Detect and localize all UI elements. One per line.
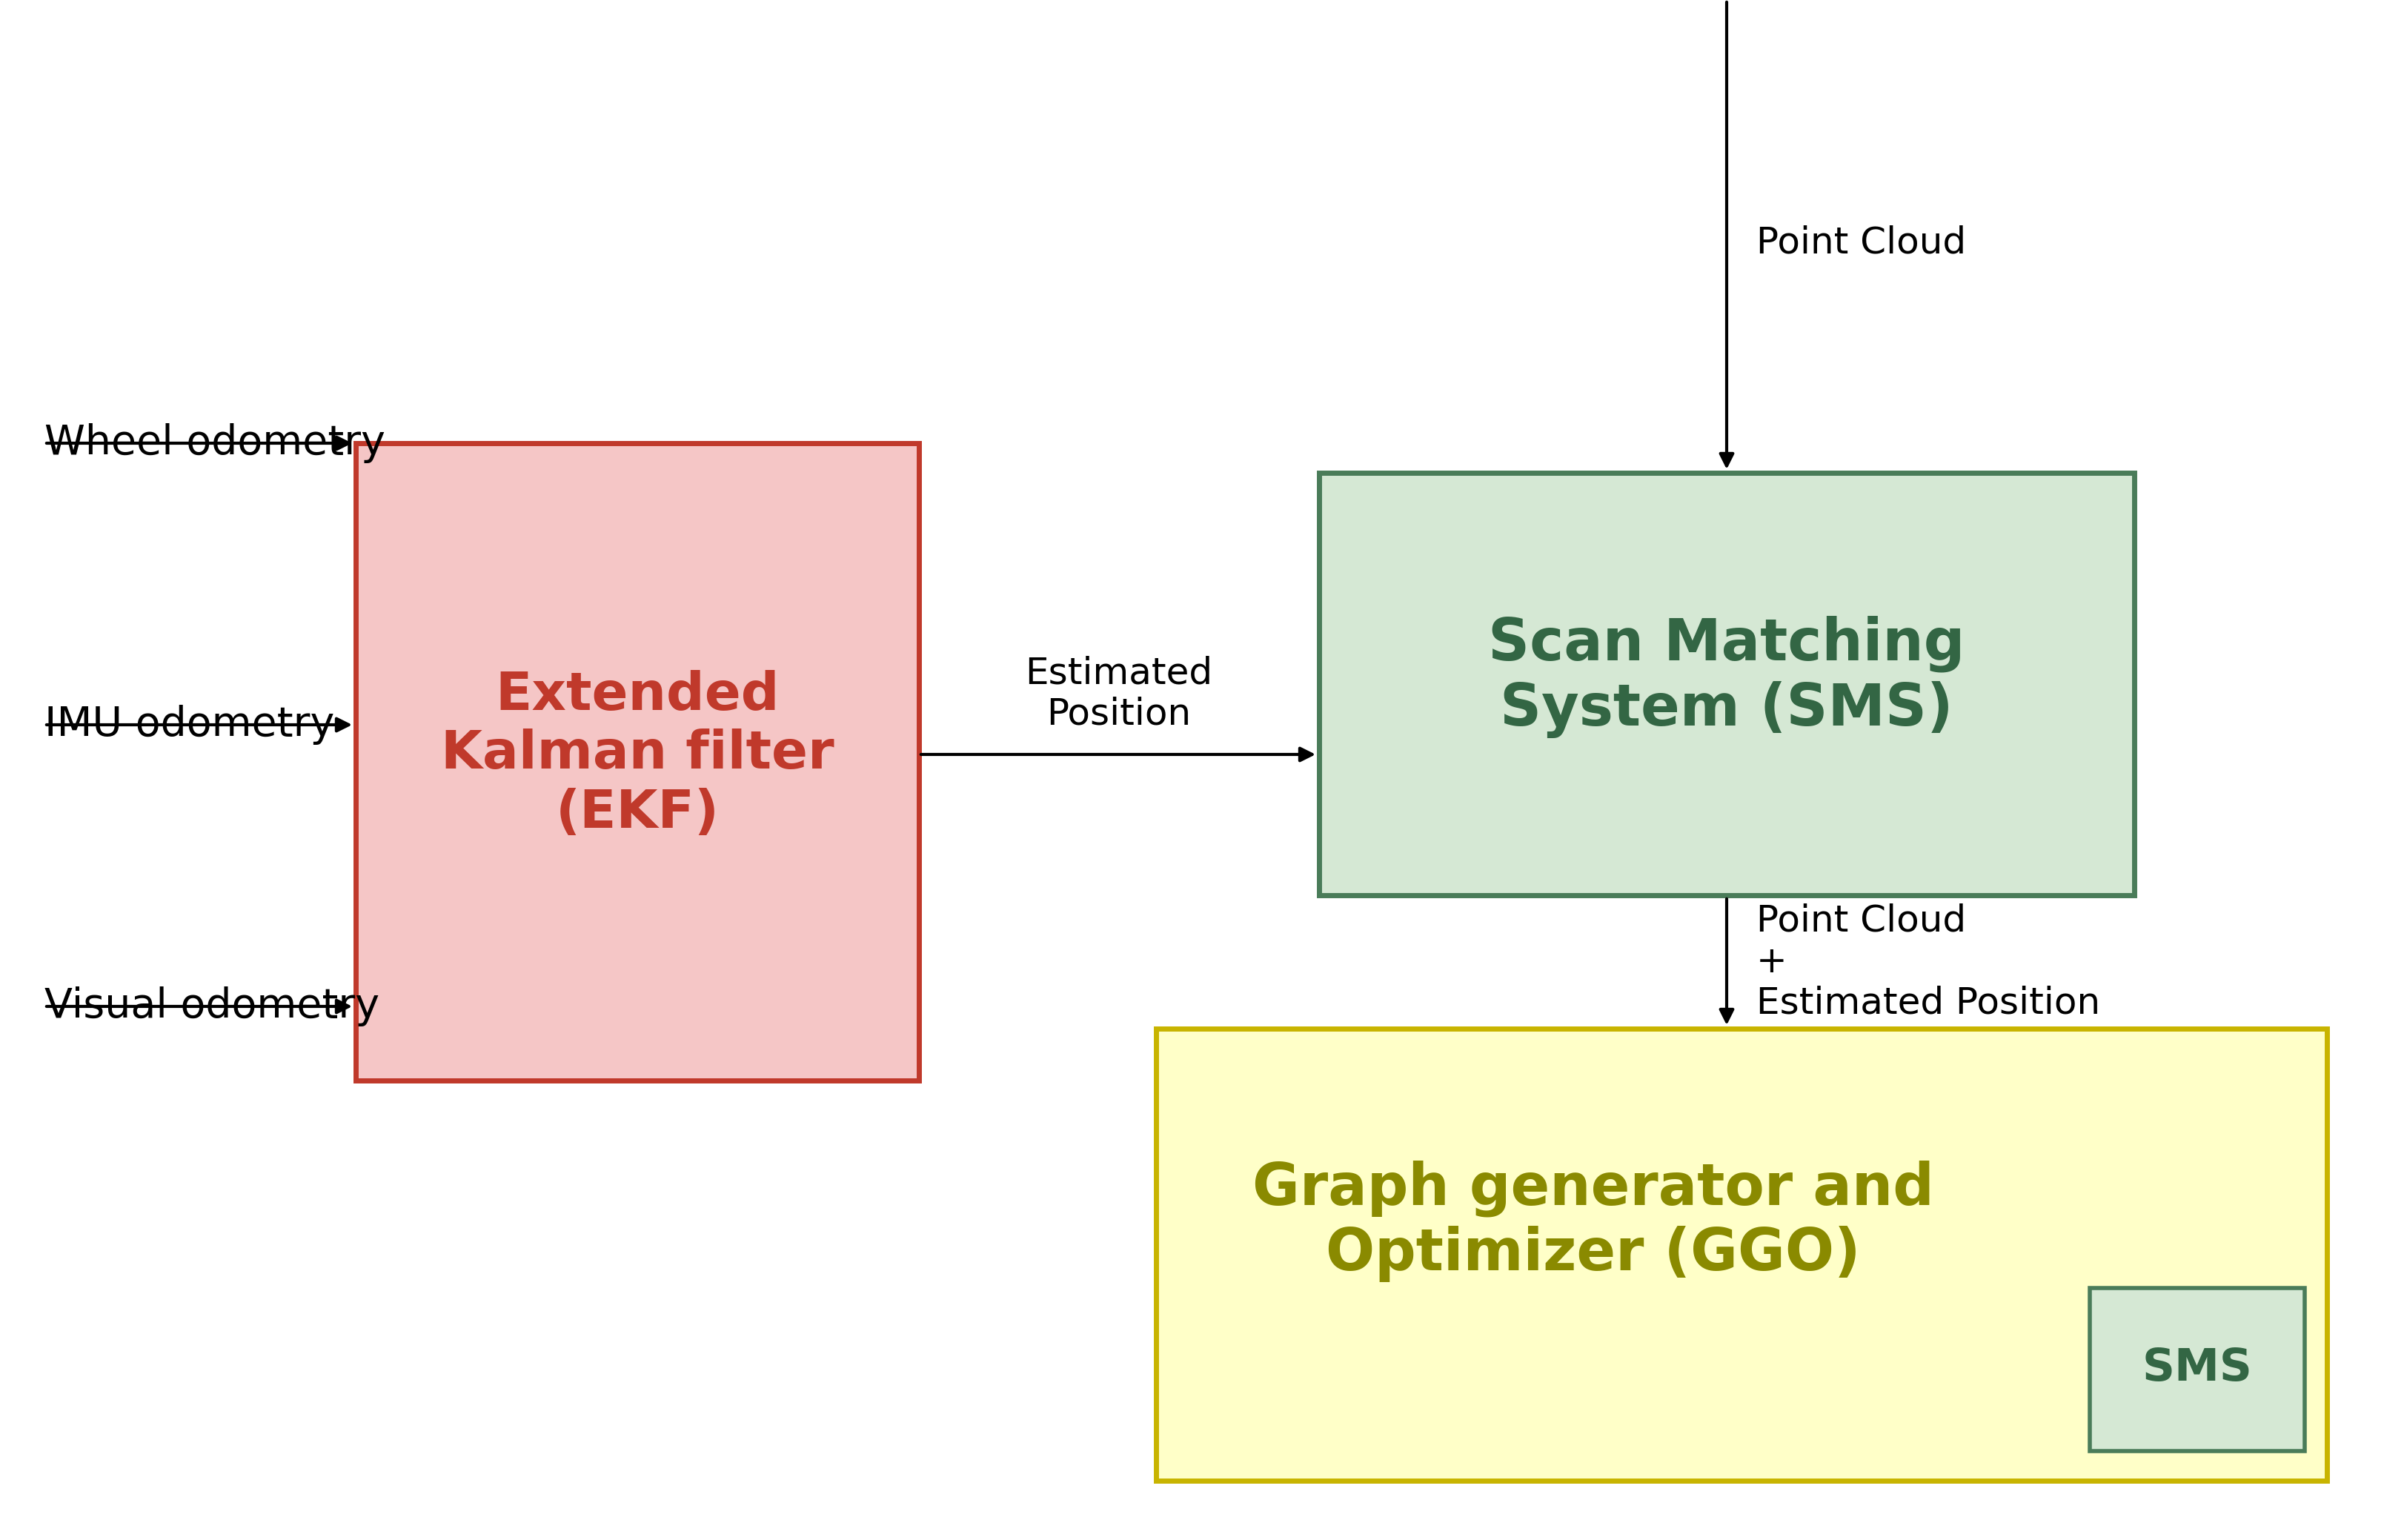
Text: Point Cloud: Point Cloud	[1757, 225, 1967, 260]
Text: Wheel odometry: Wheel odometry	[45, 424, 386, 464]
Bar	[2091, 1287, 2305, 1451]
Bar	[355, 444, 918, 1081]
Text: Point Cloud
+
Estimated Position: Point Cloud + Estimated Position	[1757, 902, 2100, 1021]
Text: Graph generator and
Optimizer (GGO): Graph generator and Optimizer (GGO)	[1252, 1160, 1933, 1283]
Text: Scan Matching
System (SMS): Scan Matching System (SMS)	[1488, 616, 1964, 738]
Text: SMS: SMS	[2143, 1346, 2253, 1391]
Text: Extended
Kalman filter
(EKF): Extended Kalman filter (EKF)	[441, 670, 834, 839]
Text: IMU odometry: IMU odometry	[45, 705, 334, 745]
Bar	[1318, 473, 2134, 895]
Text: Visual odometry: Visual odometry	[45, 987, 379, 1027]
Bar	[1156, 1029, 2327, 1481]
Text: Estimated
Position: Estimated Position	[1025, 656, 1213, 731]
